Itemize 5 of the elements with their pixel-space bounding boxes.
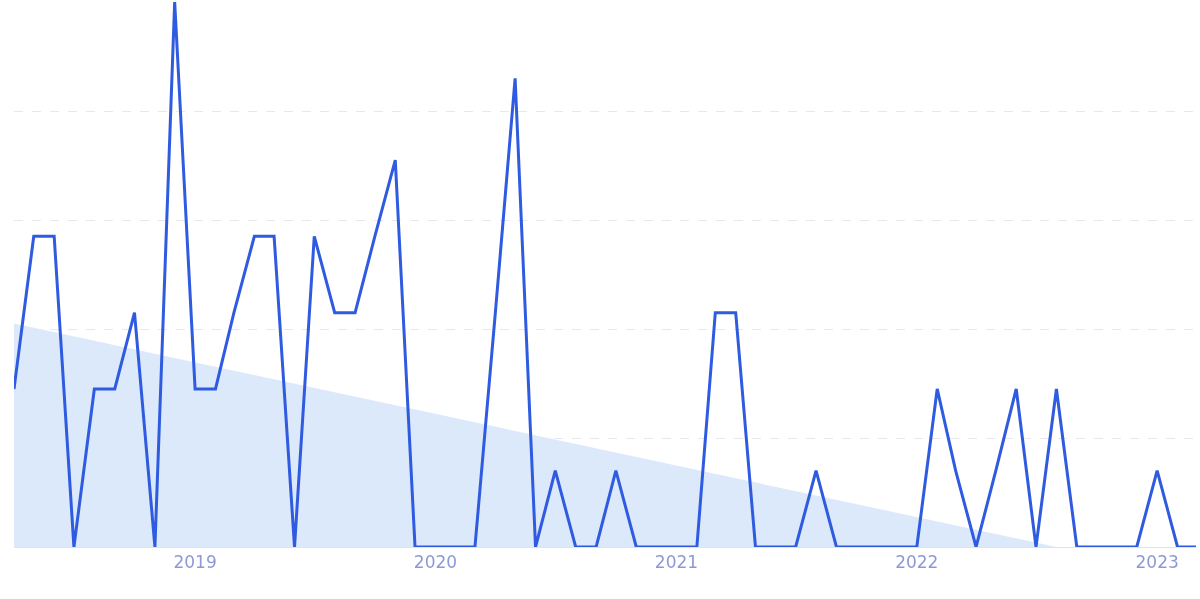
x-tick-label: 2021 <box>654 552 699 573</box>
x-tick-label: 2020 <box>413 552 458 573</box>
x-tick-label: 2019 <box>173 552 217 573</box>
x-tick-label: 2023 <box>1135 552 1179 573</box>
x-tick-label: 2022 <box>895 552 939 573</box>
